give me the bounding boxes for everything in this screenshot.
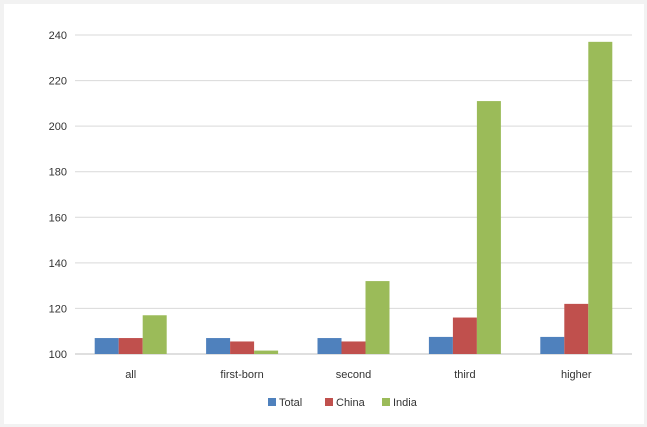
legend-swatch-total bbox=[268, 398, 276, 406]
bar-chart: 100 120 140 160 180 200 220 240 all first-born sec… bbox=[49, 30, 632, 409]
bar-china-higher bbox=[564, 303, 589, 354]
bar-china-all bbox=[118, 338, 143, 354]
y-tick-label: 180 bbox=[49, 167, 67, 179]
legend-swatch-india bbox=[382, 398, 390, 406]
legend-label-total: Total bbox=[279, 397, 302, 409]
chart-card: 100 120 140 160 180 200 220 240 all first-born sec… bbox=[4, 4, 644, 424]
bar-china-second bbox=[341, 341, 366, 354]
bar-total-third bbox=[428, 336, 453, 354]
y-tick-label: 160 bbox=[49, 212, 67, 224]
y-tick-label: 200 bbox=[49, 121, 67, 133]
bar-india-higher bbox=[588, 41, 613, 354]
bar-china-first-born bbox=[230, 341, 255, 354]
y-tick-label: 140 bbox=[49, 258, 67, 270]
x-tick-label: all bbox=[125, 369, 136, 381]
y-tick-label: 220 bbox=[49, 76, 67, 88]
bar-india-first-born bbox=[254, 350, 279, 354]
bar-total-higher bbox=[540, 336, 565, 354]
bar-total-first-born bbox=[206, 338, 231, 354]
y-tick-label: 240 bbox=[49, 30, 67, 42]
legend-label-india: India bbox=[393, 397, 418, 409]
y-tick-label: 100 bbox=[49, 349, 67, 361]
bar-total-second bbox=[317, 338, 342, 354]
bar-total-all bbox=[94, 338, 119, 354]
y-tick-label: 120 bbox=[49, 303, 67, 315]
x-tick-label: second bbox=[336, 369, 371, 381]
legend: Total China India bbox=[268, 397, 418, 409]
bar-india-all bbox=[142, 315, 167, 354]
x-tick-label: higher bbox=[561, 369, 592, 381]
bar-india-second bbox=[365, 281, 390, 354]
legend-label-china: China bbox=[336, 397, 366, 409]
bar-india-third bbox=[476, 101, 501, 354]
legend-swatch-china bbox=[325, 398, 333, 406]
x-tick-label: first-born bbox=[220, 369, 263, 381]
bar-china-third bbox=[452, 317, 477, 354]
x-tick-label: third bbox=[454, 369, 475, 381]
